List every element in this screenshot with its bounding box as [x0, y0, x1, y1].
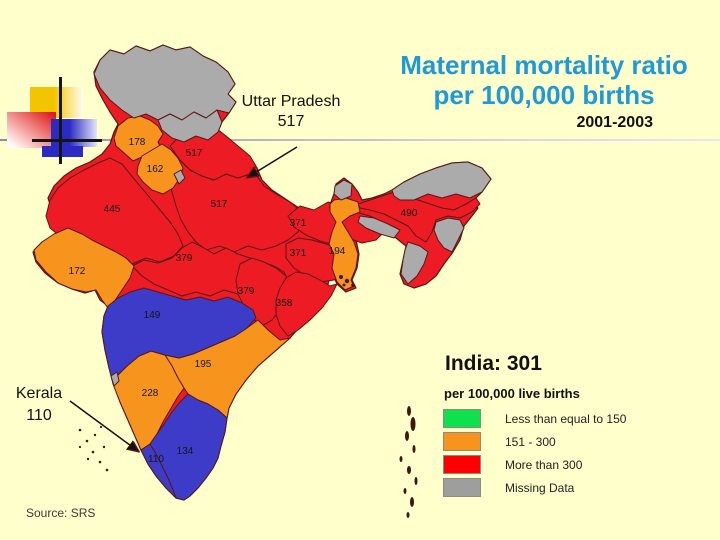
logo-crosshair-horizontal [32, 139, 102, 142]
state-value-maharashtra: 149 [144, 310, 161, 321]
national-value-label: India: 301 [445, 352, 542, 375]
slide-title: Maternal mortality ratio per 100,000 bir… [385, 50, 703, 110]
state-punjab [113, 115, 164, 162]
state-himachal-pradesh [157, 109, 223, 143]
state-kerala [140, 443, 177, 499]
state-west-bengal [328, 197, 361, 291]
state-value-gujarat: 172 [69, 266, 86, 277]
state-orissa [275, 271, 338, 337]
legend-row-high: More than 300 [443, 455, 626, 474]
state-nagaland-manipur [433, 217, 465, 253]
uttar-pradesh-callout-name: Uttar Pradesh [241, 93, 341, 110]
state-value-uttaranchal: 517 [186, 148, 203, 159]
legend-swatch-mid [443, 432, 481, 451]
state-value-jharkhand: 371 [290, 248, 307, 259]
state-value-punjab: 178 [129, 137, 146, 148]
state-value-tamil-nadu: 134 [177, 446, 194, 457]
slide-title-line2: per 100,000 births [433, 80, 655, 110]
legend-label-high: More than 300 [505, 457, 583, 472]
state-value-rajasthan: 445 [104, 204, 121, 215]
islands-andaman-nicobar [399, 406, 418, 518]
divider-rule [0, 139, 720, 141]
uttar-pradesh-callout-arrow [248, 146, 298, 177]
state-meghalaya [357, 215, 401, 239]
legend-label-low: Less than equal to 150 [505, 411, 627, 426]
state-value-west-bengal: 194 [329, 246, 346, 257]
logo-blue-square [51, 119, 97, 147]
legend: Less than equal to 150 151 - 300 More th… [443, 409, 626, 501]
kerala-callout-value: 110 [26, 407, 52, 424]
state-value-andhra-pradesh: 195 [195, 359, 212, 370]
state-value-haryana: 162 [147, 164, 164, 175]
state-gujarat [33, 227, 135, 309]
states-mid [33, 115, 361, 451]
state-value-assam: 490 [401, 208, 418, 219]
state-value-orissa: 358 [276, 298, 293, 309]
legend-row-low: Less than equal to 150 [443, 409, 626, 428]
logo-crosshair-vertical [59, 77, 62, 164]
uttar-pradesh-callout: Uttar Pradesh 517 [227, 92, 355, 132]
state-sikkim [333, 179, 353, 201]
legend-swatch-low [443, 409, 481, 428]
legend-swatch-high [443, 455, 481, 474]
logo-blue-bar [42, 146, 83, 157]
state-value-chhattisgarh: 379 [238, 286, 255, 297]
state-value-madhya-pradesh: 379 [176, 253, 193, 264]
legend-label-mid: 151 - 300 [505, 434, 556, 449]
sundarbans-delta-specks [339, 275, 355, 287]
legend-row-missing: Missing Data [443, 478, 626, 497]
state-goa [110, 371, 120, 387]
states-missing [93, 44, 492, 387]
state-value-labels: 178 162 517 445 517 371 371 194 490 172 379 379 358 1… [69, 137, 418, 465]
state-mizoram-tripura [400, 241, 429, 285]
state-delhi [173, 169, 186, 185]
legend-row-mid: 151 - 300 [443, 432, 626, 451]
state-value-kerala: 110 [148, 454, 164, 465]
legend-subtitle: per 100,000 live births [444, 386, 580, 401]
state-arunachal-pradesh [391, 161, 492, 201]
state-jammu-kashmir [93, 44, 237, 121]
kerala-callout-arrow [69, 400, 138, 451]
period-label: 2001-2003 [576, 114, 653, 131]
islands-lakshadweep [78, 425, 109, 472]
legend-swatch-missing [443, 478, 481, 497]
kerala-callout: Kerala 110 [8, 383, 70, 427]
uttar-pradesh-callout-value: 517 [277, 113, 305, 130]
state-value-karnataka: 228 [142, 388, 159, 399]
slide-title-line1: Maternal mortality ratio [400, 50, 688, 80]
source-label: Source: SRS [26, 506, 96, 520]
kerala-callout-name: Kerala [15, 385, 63, 402]
states-low [101, 287, 257, 501]
state-value-bihar: 371 [290, 218, 307, 229]
legend-label-missing: Missing Data [505, 480, 575, 495]
logo-red-square [7, 112, 56, 148]
state-value-uttar-pradesh: 517 [211, 199, 228, 210]
